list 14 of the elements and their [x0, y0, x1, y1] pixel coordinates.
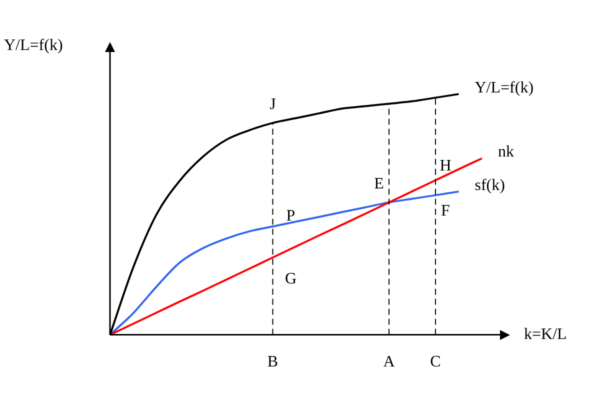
- annotation: F: [441, 202, 450, 220]
- series-label: nk: [498, 144, 514, 161]
- series-label: sf(k): [474, 176, 505, 194]
- x-tick-label: A: [383, 354, 396, 371]
- annotation: H: [440, 157, 452, 174]
- x-axis-title: k=K/L: [524, 326, 567, 344]
- x-tick-label: C: [430, 354, 441, 371]
- annotation: E: [374, 176, 384, 193]
- x-tick-label: B: [267, 354, 278, 371]
- series-label: Y/L=f(k): [474, 79, 534, 96]
- annotation: J: [270, 96, 276, 114]
- annotation: G: [284, 270, 297, 288]
- annotation: P: [286, 208, 296, 225]
- y-axis-title: Y/L=f(k): [4, 37, 63, 54]
